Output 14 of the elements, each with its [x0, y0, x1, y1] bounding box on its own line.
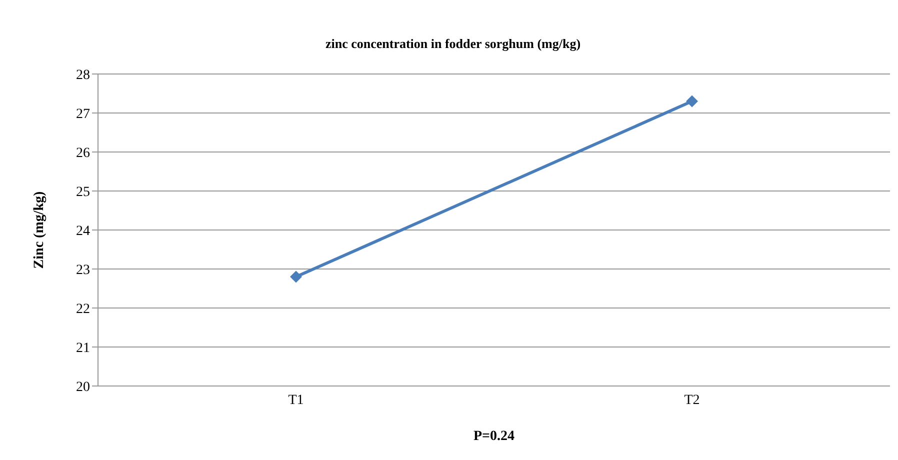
y-tick-label: 24 [76, 224, 90, 239]
y-tick-label: 25 [76, 184, 90, 200]
y-tick-label: 21 [76, 340, 90, 356]
y-tick-label: 27 [76, 106, 90, 122]
chart-title: zinc concentration in fodder sorghum (mg/kg) [324, 36, 582, 52]
y-tick-label: 26 [76, 146, 90, 161]
y-axis-title: Zinc (mg/kg) [32, 190, 47, 269]
y-tick-label: 22 [76, 302, 90, 317]
x-tick-label: T1 [288, 392, 304, 408]
x-axis-title: P=0.24 [473, 429, 515, 444]
y-tick-label: 28 [76, 68, 90, 83]
y-tick-label: 23 [76, 262, 90, 278]
y-tick-label: 20 [76, 380, 90, 395]
x-tick-label: T2 [684, 392, 700, 408]
